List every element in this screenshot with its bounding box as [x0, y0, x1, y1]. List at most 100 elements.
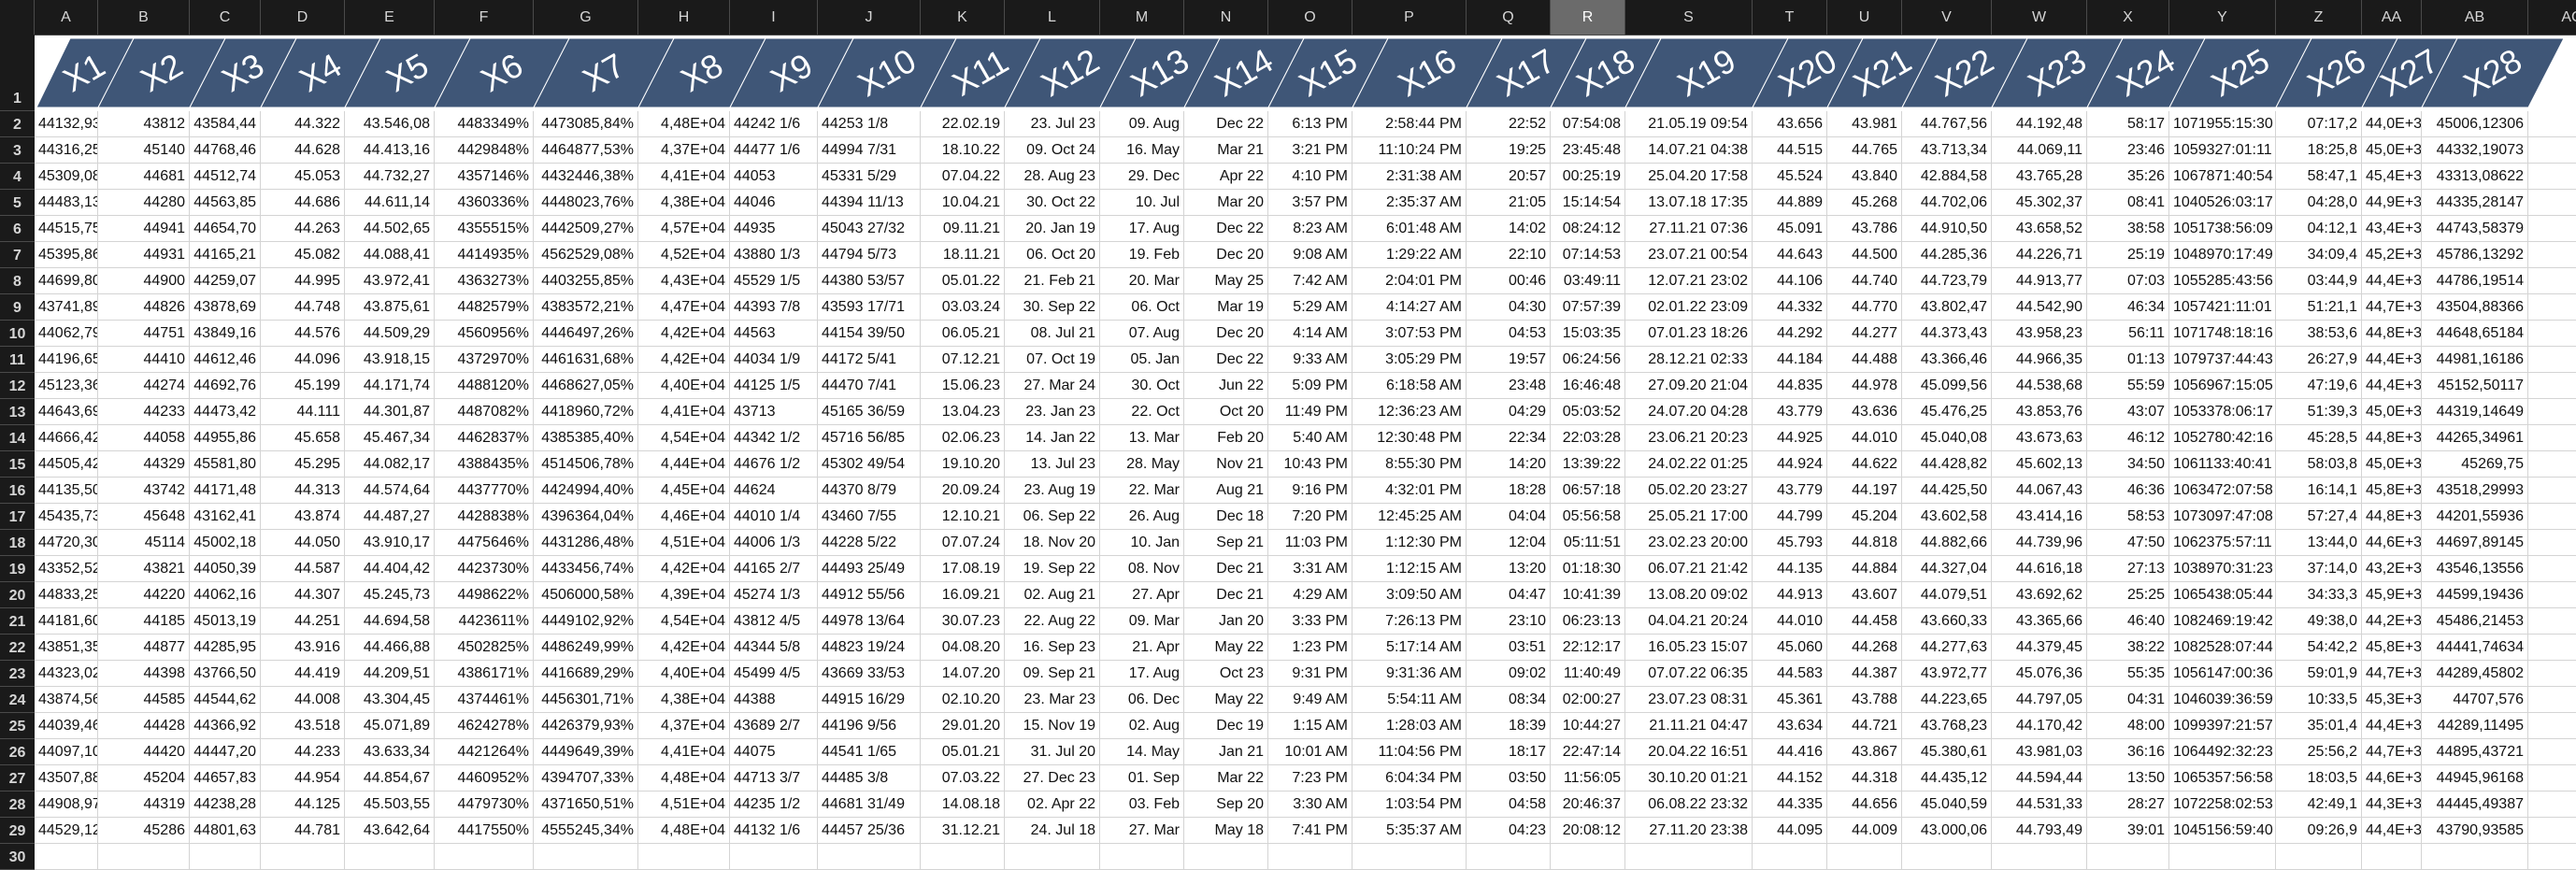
cell-y25[interactable]: 1099397:21:57 — [2169, 713, 2276, 739]
cell-y2[interactable]: 1071955:15:30 — [2169, 111, 2276, 137]
cell-o6[interactable]: 8:23 AM — [1268, 216, 1352, 242]
cell-w23[interactable]: 45.076,36 — [1992, 661, 2087, 687]
cell-s9[interactable]: 02.01.22 23:09 — [1625, 294, 1753, 321]
cell-h16[interactable]: 4,45E+04 — [638, 478, 730, 504]
cell-t20[interactable]: 44.913 — [1753, 582, 1827, 608]
cell-i15[interactable]: 44676 1/2 — [730, 451, 818, 478]
cell-n25[interactable]: Dec 19 — [1184, 713, 1268, 739]
cell-z24[interactable]: 10:33,5 — [2276, 687, 2362, 713]
cell-p7[interactable]: 1:29:22 AM — [1352, 242, 1467, 268]
cell-w26[interactable]: 43.981,03 — [1992, 739, 2087, 765]
cell-f15[interactable]: 4388435% — [435, 451, 534, 478]
cell-v6[interactable]: 44.910,50 — [1902, 216, 1992, 242]
cell-j29[interactable]: 44457 25/36 — [818, 818, 921, 844]
cell-w28[interactable]: 44.531,33 — [1992, 792, 2087, 818]
cell-y18[interactable]: 1062375:57:11 — [2169, 530, 2276, 556]
cell-j9[interactable]: 43593 17/71 — [818, 294, 921, 321]
cell-t27[interactable]: 44.152 — [1753, 765, 1827, 792]
cell-j4[interactable]: 45331 5/29 — [818, 164, 921, 190]
cell-ab26[interactable]: 44895,43721 — [2422, 739, 2528, 765]
cell-z23[interactable]: 59:01,9 — [2276, 661, 2362, 687]
cell-p13[interactable]: 12:36:23 AM — [1352, 399, 1467, 425]
cell-j18[interactable]: 44228 5/22 — [818, 530, 921, 556]
cell-f21[interactable]: 4423611% — [435, 608, 534, 635]
cell-ac22[interactable] — [2528, 635, 2576, 661]
cell-aa4[interactable]: 45,4E+3 — [2362, 164, 2422, 190]
cell-o16[interactable]: 9:16 PM — [1268, 478, 1352, 504]
cell-x27[interactable]: 13:50 — [2087, 765, 2169, 792]
cell-r20[interactable]: 10:41:39 — [1551, 582, 1625, 608]
cell-m16[interactable]: 22. Mar — [1100, 478, 1184, 504]
row-header-26[interactable]: 26 — [0, 739, 35, 765]
cell-u15[interactable]: 44.622 — [1827, 451, 1902, 478]
cell-o2[interactable]: 6:13 PM — [1268, 111, 1352, 137]
cell-ab24[interactable]: 44707,576 — [2422, 687, 2528, 713]
cell-q30[interactable] — [1467, 844, 1551, 870]
cell-z14[interactable]: 45:28,5 — [2276, 425, 2362, 451]
cell-v10[interactable]: 44.373,43 — [1902, 321, 1992, 347]
cell-c27[interactable]: 44657,83 — [190, 765, 261, 792]
cell-r22[interactable]: 22:12:17 — [1551, 635, 1625, 661]
cell-a7[interactable]: 45395,86170 — [35, 242, 98, 268]
cell-c14[interactable]: 44955,86 — [190, 425, 261, 451]
cell-o25[interactable]: 1:15 AM — [1268, 713, 1352, 739]
cell-n7[interactable]: Dec 20 — [1184, 242, 1268, 268]
cell-s11[interactable]: 28.12.21 02:33 — [1625, 347, 1753, 373]
row-header-4[interactable]: 4 — [0, 164, 35, 190]
cell-c9[interactable]: 43878,69 — [190, 294, 261, 321]
cell-t6[interactable]: 45.091 — [1753, 216, 1827, 242]
cell-j25[interactable]: 44196 9/56 — [818, 713, 921, 739]
cell-ac19[interactable] — [2528, 556, 2576, 582]
cell-p22[interactable]: 5:17:14 AM — [1352, 635, 1467, 661]
cell-m30[interactable] — [1100, 844, 1184, 870]
cell-u26[interactable]: 43.867 — [1827, 739, 1902, 765]
cell-p16[interactable]: 4:32:01 PM — [1352, 478, 1467, 504]
cell-t11[interactable]: 44.184 — [1753, 347, 1827, 373]
row-header-1[interactable]: 1 — [0, 35, 35, 111]
cell-x8[interactable]: 07:03 — [2087, 268, 2169, 294]
cell-b2[interactable]: 43812 — [98, 111, 190, 137]
cell-c21[interactable]: 45013,19 — [190, 608, 261, 635]
cell-ab6[interactable]: 44743,58379 — [2422, 216, 2528, 242]
cell-d10[interactable]: 44.576 — [261, 321, 345, 347]
cell-ac16[interactable] — [2528, 478, 2576, 504]
cell-j20[interactable]: 44912 55/56 — [818, 582, 921, 608]
cell-l30[interactable] — [1005, 844, 1100, 870]
cell-l25[interactable]: 15. Nov 19 — [1005, 713, 1100, 739]
cell-f7[interactable]: 4414935% — [435, 242, 534, 268]
cell-j16[interactable]: 44370 8/79 — [818, 478, 921, 504]
cell-aa21[interactable]: 44,2E+3 — [2362, 608, 2422, 635]
cell-d13[interactable]: 44.111 — [261, 399, 345, 425]
cell-u10[interactable]: 44.277 — [1827, 321, 1902, 347]
cell-n30[interactable] — [1184, 844, 1268, 870]
cell-g27[interactable]: 4394707,33% — [534, 765, 638, 792]
cell-t19[interactable]: 44.135 — [1753, 556, 1827, 582]
column-header-m[interactable]: M — [1100, 0, 1184, 35]
cell-ab23[interactable]: 44289,45802 — [2422, 661, 2528, 687]
cell-ac24[interactable] — [2528, 687, 2576, 713]
cell-h18[interactable]: 4,51E+04 — [638, 530, 730, 556]
row-header-15[interactable]: 15 — [0, 451, 35, 478]
cell-c6[interactable]: 44654,70 — [190, 216, 261, 242]
cell-r9[interactable]: 07:57:39 — [1551, 294, 1625, 321]
cell-l17[interactable]: 06. Sep 22 — [1005, 504, 1100, 530]
cell-a16[interactable]: 44135,50817 — [35, 478, 98, 504]
cell-ac29[interactable] — [2528, 818, 2576, 844]
cell-e19[interactable]: 44.404,42 — [345, 556, 435, 582]
cell-y20[interactable]: 1065438:05:44 — [2169, 582, 2276, 608]
cell-aa2[interactable]: 44,0E+3 — [2362, 111, 2422, 137]
cell-t25[interactable]: 43.634 — [1753, 713, 1827, 739]
cell-w2[interactable]: 44.192,48 — [1992, 111, 2087, 137]
cell-a22[interactable]: 43851,35784 — [35, 635, 98, 661]
cell-c7[interactable]: 44165,21 — [190, 242, 261, 268]
cell-c29[interactable]: 44801,63 — [190, 818, 261, 844]
cell-o30[interactable] — [1268, 844, 1352, 870]
cell-o22[interactable]: 1:23 PM — [1268, 635, 1352, 661]
cell-c23[interactable]: 43766,50 — [190, 661, 261, 687]
cell-l16[interactable]: 23. Aug 19 — [1005, 478, 1100, 504]
cell-e6[interactable]: 44.502,65 — [345, 216, 435, 242]
cell-ac15[interactable] — [2528, 451, 2576, 478]
cell-aa13[interactable]: 45,0E+3 — [2362, 399, 2422, 425]
cell-h22[interactable]: 4,42E+04 — [638, 635, 730, 661]
